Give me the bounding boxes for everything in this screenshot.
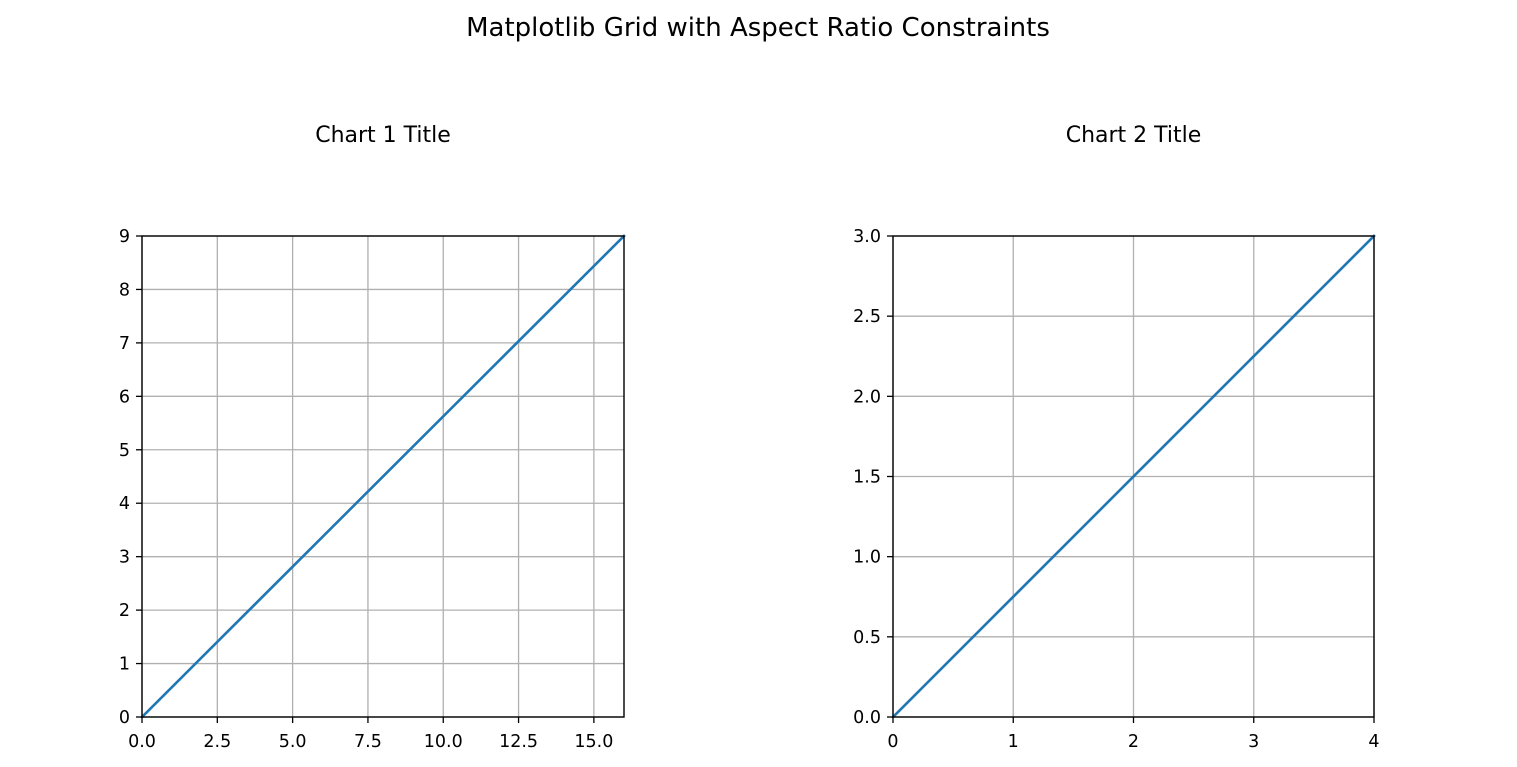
- chart-2-y-tick-label: 2.5: [853, 307, 881, 327]
- figure-suptitle: Matplotlib Grid with Aspect Ratio Constr…: [466, 13, 1050, 43]
- chart-2-y-tick-label: 1.0: [853, 548, 881, 568]
- chart-1-y-tick-label: 0: [119, 708, 130, 728]
- chart-1-axes-frame: [141, 235, 625, 718]
- chart-2: Chart 2 Title 0 1 2 3 4 0.0 0.5 1.0 1.5 2.0 2.5 3.0: [853, 123, 1379, 752]
- chart-1-series-line: [140, 234, 626, 719]
- chart-2-title: Chart 2 Title: [1066, 123, 1202, 148]
- chart-1-title: Chart 1 Title: [315, 123, 451, 148]
- chart-1-y-tick-label: 9: [119, 227, 130, 247]
- chart-1-y-tick-label: 3: [119, 548, 130, 568]
- chart-1-x-tick-label: 2.5: [203, 732, 231, 752]
- chart-2-y-tick-label: 1.5: [853, 468, 881, 488]
- chart-1-y-tick-label: 7: [119, 334, 130, 354]
- chart-2-y-tick-label: 3.0: [853, 227, 881, 247]
- chart-2-y-tick-label: 2.0: [853, 387, 881, 407]
- chart-2-x-tick-label: 1: [1008, 732, 1019, 752]
- chart-2-y-tick-label: 0.5: [853, 628, 881, 648]
- chart-1-y-tick-label: 6: [119, 387, 130, 407]
- chart-2-x-tick-label: 3: [1248, 732, 1259, 752]
- chart-1-y-tick-label: 1: [119, 655, 130, 675]
- chart-2-x-tick-label: 0: [887, 732, 898, 752]
- chart-1-y-tick-label: 2: [119, 601, 130, 621]
- chart-1-y-tick-label: 4: [119, 494, 130, 514]
- chart-1-x-tick-label: 7.5: [354, 732, 382, 752]
- chart-1-y-tick-label: 5: [119, 441, 130, 461]
- chart-2-series-line: [891, 234, 1376, 719]
- chart-1-x-tick-label: 5.0: [279, 732, 307, 752]
- chart-1-x-tick-label: 12.5: [499, 732, 538, 752]
- chart-2-x-tick-label: 2: [1128, 732, 1139, 752]
- chart-1-x-tick-label: 15.0: [574, 732, 613, 752]
- chart-1-y-tick-label: 8: [119, 280, 130, 300]
- chart-1-x-tick-label: 10.0: [424, 732, 463, 752]
- chart-1-x-tick-label: 0.0: [128, 732, 156, 752]
- chart-1: Chart 1 Title 0.0 2.5 5.0 7.5 10.0 12.5 15.0 0 1 2…: [119, 123, 626, 752]
- chart-2-x-tick-label: 4: [1368, 732, 1379, 752]
- chart-2-y-tick-label: 0.0: [853, 708, 881, 728]
